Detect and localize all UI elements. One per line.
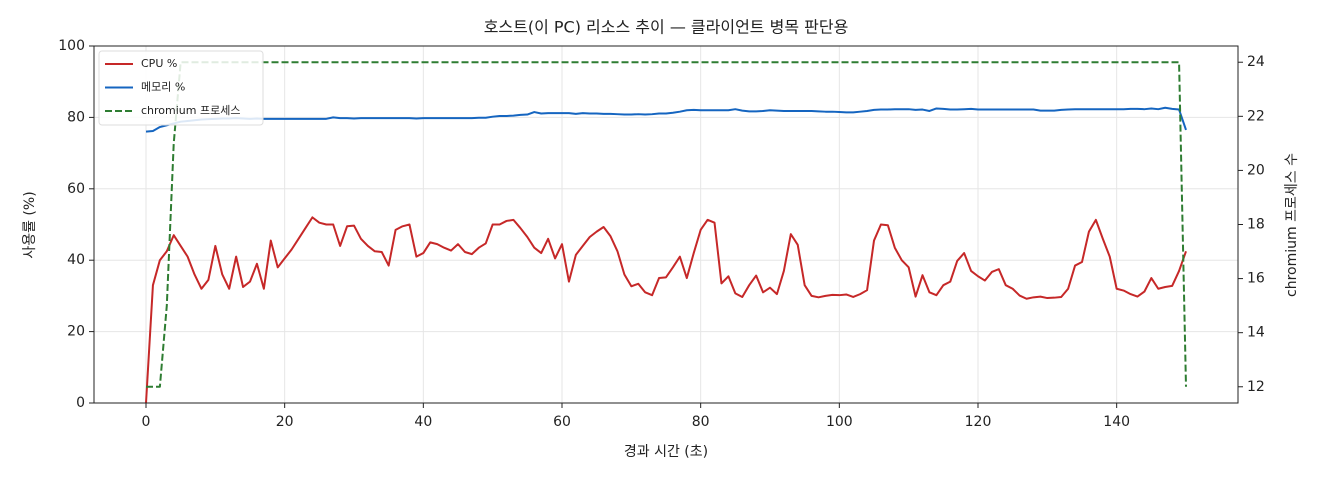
x-tick-label: 80 bbox=[692, 414, 710, 430]
series-line bbox=[146, 61, 1187, 388]
x-axis-label: 경과 시간 (초) bbox=[624, 444, 708, 460]
y2-axis-label: chromium 프로세스 수 bbox=[1284, 153, 1300, 297]
x-tick-label: 100 bbox=[826, 414, 853, 430]
series-line bbox=[145, 106, 1187, 133]
y2-tick-label: 16 bbox=[1247, 271, 1265, 287]
x-tick-label: 60 bbox=[553, 414, 571, 430]
series-line bbox=[145, 216, 1187, 404]
y-tick-label: 0 bbox=[76, 395, 85, 411]
y-tick-label: 60 bbox=[67, 181, 85, 197]
x-tick-label: 120 bbox=[965, 414, 992, 430]
x-tick-label: 0 bbox=[142, 414, 151, 430]
y2-tick-label: 22 bbox=[1247, 108, 1265, 124]
y-tick-label: 100 bbox=[58, 38, 85, 54]
y-tick-label: 20 bbox=[67, 324, 85, 340]
y2-tick-label: 18 bbox=[1247, 217, 1265, 233]
y2-tick-label: 12 bbox=[1247, 379, 1265, 395]
y2-tick-label: 24 bbox=[1247, 54, 1265, 70]
y-tick-label: 80 bbox=[67, 109, 85, 125]
legend-label: CPU % bbox=[141, 57, 177, 70]
plot-frame bbox=[93, 45, 1239, 404]
legend-label: 메모리 % bbox=[141, 81, 185, 94]
x-tick-label: 40 bbox=[414, 414, 432, 430]
y2-tick-label: 20 bbox=[1247, 162, 1265, 178]
legend-label: chromium 프로세스 bbox=[141, 104, 240, 117]
y-axis-label: 사용률 (%) bbox=[22, 191, 38, 258]
x-tick-label: 20 bbox=[276, 414, 294, 430]
legend-box bbox=[98, 50, 264, 126]
x-tick-label: 140 bbox=[1103, 414, 1130, 430]
y2-tick-label: 14 bbox=[1247, 325, 1265, 341]
y-tick-label: 40 bbox=[67, 252, 85, 268]
chart-title: 호스트(이 PC) 리소스 추이 — 클라이언트 병목 판단용 bbox=[484, 18, 849, 37]
